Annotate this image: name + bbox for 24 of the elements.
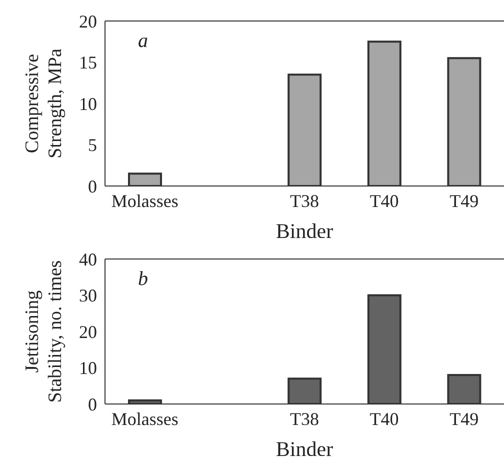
annotation: b bbox=[138, 268, 148, 291]
y-tick-label: 20 bbox=[79, 322, 97, 342]
annotation: a bbox=[138, 30, 148, 53]
y-axis-title: Jettisoning Stability, no. times bbox=[22, 260, 66, 403]
y-tick-label: 10 bbox=[79, 358, 97, 378]
y-axis-title: Compressive Strength, MPa bbox=[22, 48, 66, 158]
y-tick-label: 10 bbox=[79, 94, 97, 114]
x-tick-label: T38 bbox=[290, 408, 319, 429]
x-tick-label: T40 bbox=[370, 408, 399, 429]
y-tick-label: 0 bbox=[88, 176, 97, 196]
x-axis-title: Binder bbox=[276, 437, 334, 461]
x-tick-label: T49 bbox=[450, 190, 479, 211]
x-tick-label: Molasses bbox=[111, 408, 178, 429]
x-tick-label: T49 bbox=[450, 408, 479, 429]
y-tick-label: 40 bbox=[79, 249, 97, 270]
y-tick-label: 20 bbox=[79, 11, 97, 32]
y-tick-label: 30 bbox=[79, 286, 97, 306]
y-tick-label: 5 bbox=[88, 135, 97, 156]
x-tick-label: T38 bbox=[290, 190, 319, 211]
x-tick-label: T40 bbox=[370, 190, 399, 211]
y-tick-label: 15 bbox=[79, 52, 97, 73]
x-axis-title: Binder bbox=[276, 219, 334, 243]
x-tick-label: Molasses bbox=[111, 190, 178, 211]
y-tick-label: 0 bbox=[88, 394, 97, 414]
